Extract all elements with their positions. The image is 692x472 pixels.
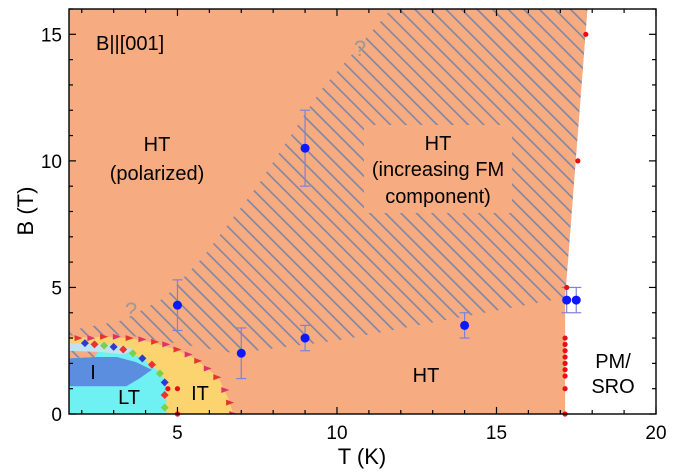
boundary-marker <box>112 333 121 340</box>
label-ht-fm-1: HT <box>425 133 452 155</box>
x-tick-label: 10 <box>326 423 347 444</box>
boundary-marker <box>194 357 203 364</box>
blue-data-point <box>571 295 581 305</box>
inner-boundary-marker <box>155 369 164 378</box>
boundary-marker <box>162 341 171 348</box>
inner-boundary-marker <box>160 391 169 400</box>
boundary-marker <box>184 351 193 358</box>
boundary-marker <box>229 411 238 414</box>
red-data-point <box>564 284 570 291</box>
boundary-marker <box>151 338 160 345</box>
inner-boundary-marker <box>138 354 147 363</box>
inner-boundary-marker <box>160 378 169 387</box>
label-pm-2: SRO <box>591 376 634 398</box>
label-ht-fm-2: (increasing FM <box>372 159 504 181</box>
boundary-marker <box>74 335 83 342</box>
label-ht-polarized-1: HT <box>144 134 171 156</box>
red-data-point <box>562 360 568 366</box>
question-mark-upper: ? <box>354 36 366 61</box>
red-data-point <box>562 341 568 347</box>
label-ht-low: HT <box>413 365 440 387</box>
inner-boundary-marker <box>90 340 99 349</box>
blue-data-point <box>300 143 310 153</box>
boundary-marker <box>226 399 235 406</box>
red-data-point <box>165 386 171 392</box>
boundary-marker <box>221 386 230 393</box>
region-small-hatch <box>69 350 98 359</box>
blue-data-point <box>172 300 182 310</box>
inner-boundary-marker <box>128 349 137 358</box>
red-data-point <box>174 386 181 392</box>
inner-boundary-marker <box>160 403 169 412</box>
boundary-marker <box>125 335 134 342</box>
axis-ticks: 5 10 15 20 0 5 10 15 <box>41 8 667 444</box>
boundary-marker <box>87 335 96 342</box>
blue-data-point <box>236 348 246 358</box>
label-lt: LT <box>118 387 140 409</box>
red-data-point <box>562 335 568 341</box>
x-tick-label: 15 <box>486 423 507 444</box>
boundary-marker <box>173 346 182 353</box>
phase-regions <box>69 9 588 414</box>
inner-boundary-marker <box>109 342 118 351</box>
label-it: IT <box>191 383 209 405</box>
x-tick-label: 5 <box>172 423 183 444</box>
label-ht-fm-3: component) <box>385 186 491 208</box>
inner-boundary-marker <box>100 341 109 350</box>
red-data-point <box>562 373 568 379</box>
y-tick-label: 0 <box>51 405 62 426</box>
region-i <box>69 357 152 387</box>
x-axis-title: T (K) <box>338 444 386 469</box>
red-data-point <box>583 31 589 37</box>
phase-boundary-markers <box>74 333 238 414</box>
y-tick-label: 5 <box>51 278 62 299</box>
y-tick-label: 15 <box>41 25 62 46</box>
red-data-point <box>562 386 568 392</box>
blue-data-point <box>300 333 310 343</box>
question-mark-lower: ? <box>125 298 137 323</box>
boundary-marker <box>203 365 212 372</box>
inner-boundary-marker <box>80 339 89 348</box>
x-tick-label: 20 <box>645 423 666 444</box>
boundary-marker <box>213 374 222 381</box>
y-axis-title: B (T) <box>13 187 38 236</box>
red-data-point <box>562 354 568 360</box>
boundary-marker <box>138 336 147 343</box>
inner-boundary-marker <box>119 345 128 354</box>
red-data-point <box>575 158 581 164</box>
inner-boundary-marker <box>147 360 156 369</box>
y-tick-label: 10 <box>41 152 62 173</box>
red-data-point <box>562 367 568 373</box>
boundary-marker <box>100 333 109 340</box>
red-data-point <box>562 348 568 354</box>
label-pm-1: PM/ <box>595 351 631 373</box>
label-box-ht-fm <box>364 125 512 213</box>
region-ht-increasing-fm <box>69 9 588 354</box>
data-points <box>165 31 589 417</box>
field-direction-label: B||[001] <box>96 33 164 55</box>
label-ht-polarized-2: (polarized) <box>110 163 204 185</box>
label-i: I <box>90 362 96 384</box>
blue-data-point <box>460 320 470 330</box>
blue-data-point <box>562 295 572 305</box>
